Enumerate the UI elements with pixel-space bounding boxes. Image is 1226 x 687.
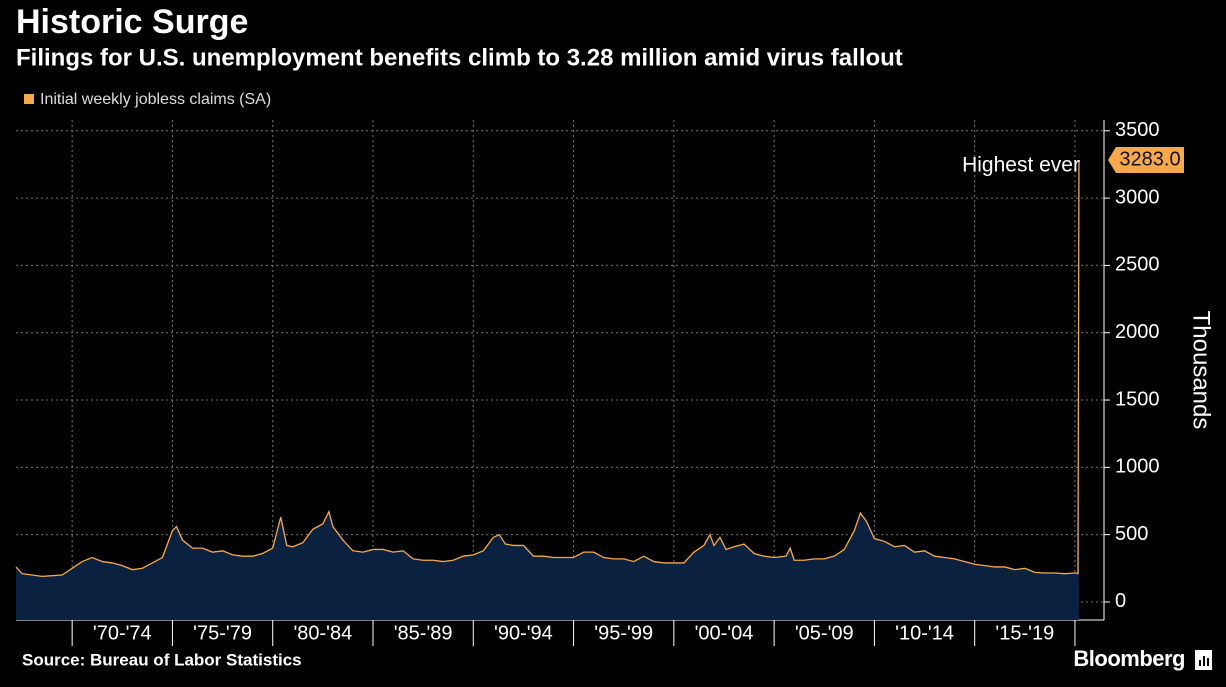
y-tick-label: 2000 (1115, 321, 1160, 343)
y-tick-label: 1000 (1115, 456, 1160, 478)
y-tick-label: 2500 (1115, 254, 1160, 276)
x-period-label: '95-'99 (594, 622, 653, 644)
x-period-label: '80-'84 (293, 622, 352, 644)
x-period-label: '00-'04 (695, 622, 754, 644)
y-tick-label: 3500 (1115, 119, 1160, 141)
x-period-label: '70-'74 (93, 622, 152, 644)
y-axis-label: Thousands (1188, 311, 1215, 430)
value-label-box (1108, 146, 1184, 173)
chart-title: Historic Surge (16, 3, 248, 41)
line (15, 159, 1080, 578)
value-label: 3283.0 (1119, 148, 1180, 170)
x-period-label: '85-'89 (394, 622, 453, 644)
y-tick-label: 500 (1115, 523, 1148, 545)
annotation: Highest ever (962, 154, 1080, 177)
brand: Bloomberg (1073, 646, 1185, 671)
y-tick-label: 1500 (1115, 388, 1160, 410)
x-period-label: '05-'09 (795, 622, 854, 644)
x-period-label: '10-'14 (895, 622, 954, 644)
x-period-label: '15-'19 (995, 622, 1054, 644)
legend-label: Initial weekly jobless claims (SA) (40, 91, 271, 108)
y-tick-label: 3000 (1115, 186, 1160, 208)
chart-subtitle: Filings for U.S. unemployment benefits c… (16, 44, 903, 71)
legend-swatch (24, 94, 34, 104)
brand-icon (1195, 650, 1212, 670)
source: Source: Bureau of Labor Statistics (22, 650, 302, 669)
y-tick-label: 0 (1115, 590, 1126, 612)
area (16, 159, 1079, 621)
x-period-label: '90-'94 (494, 622, 553, 644)
x-period-label: '75-'79 (193, 622, 252, 644)
